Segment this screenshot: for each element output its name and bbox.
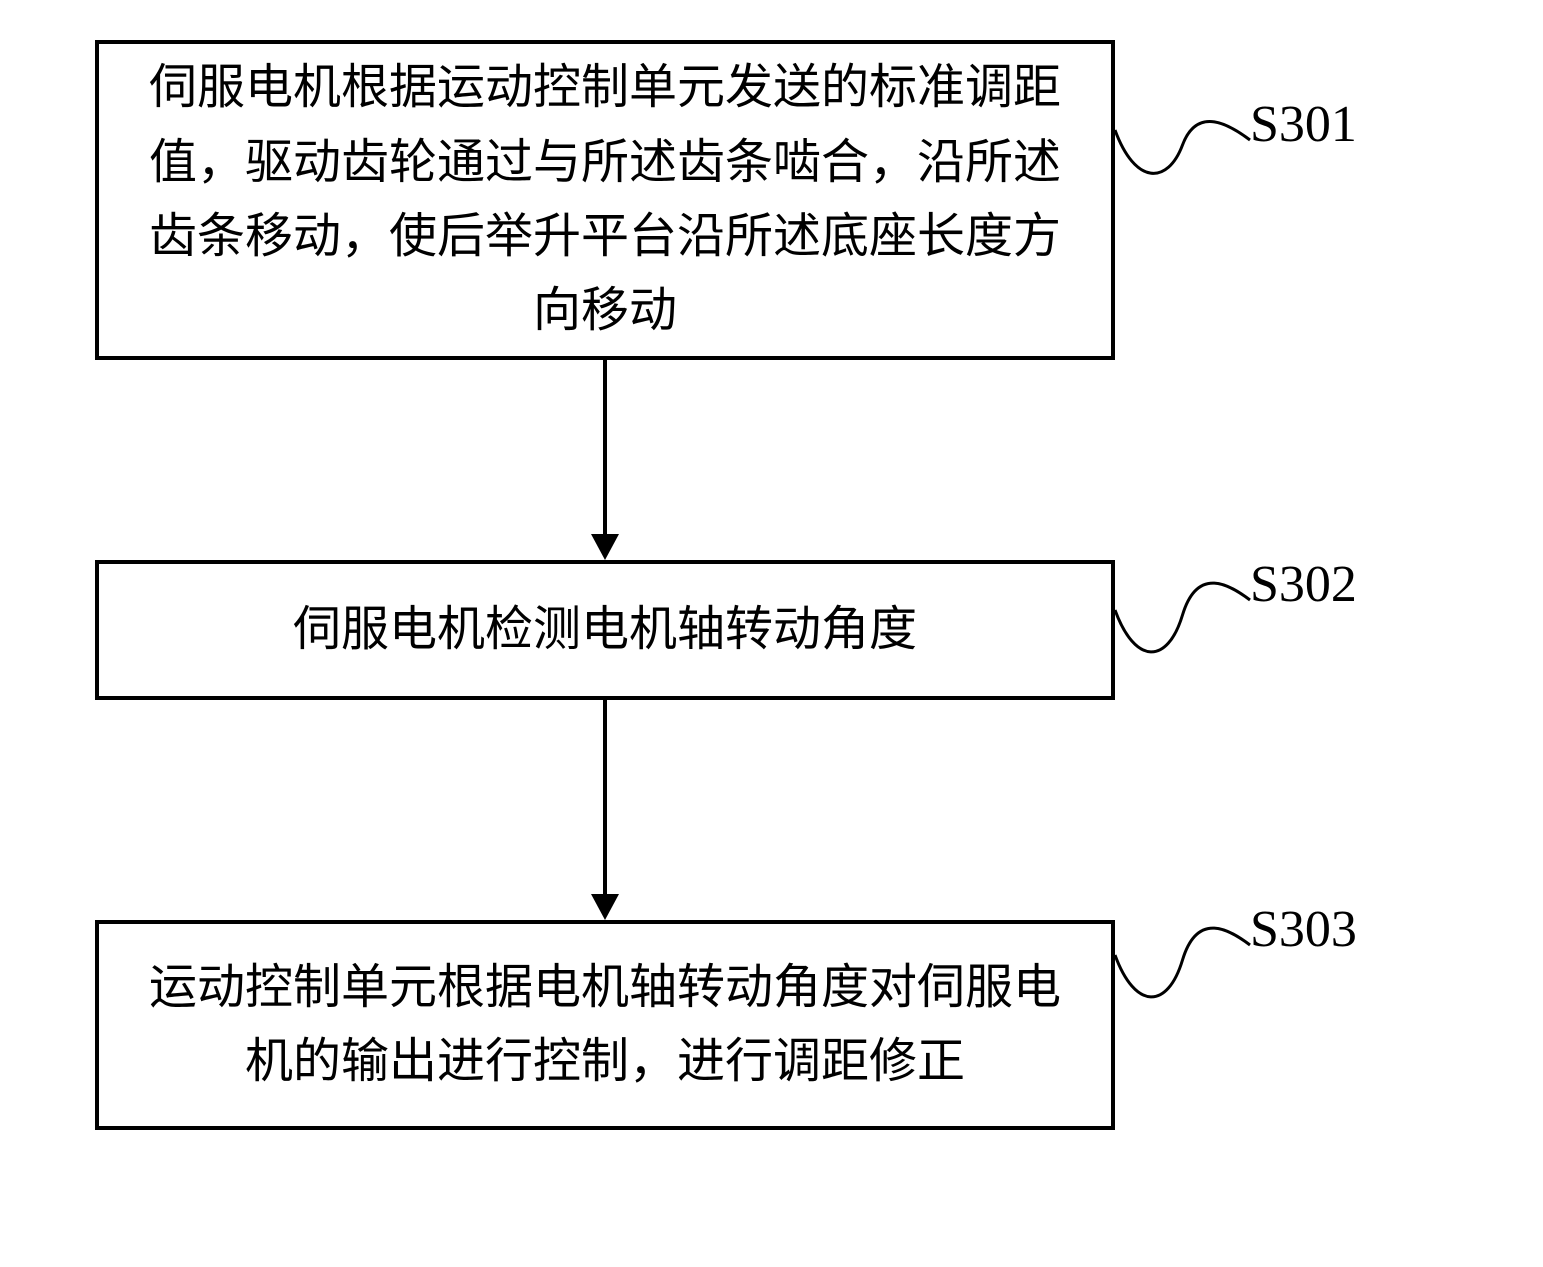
step-text-s302: 伺服电机检测电机轴转动角度 <box>293 593 917 667</box>
step-text-s301: 伺服电机根据运动控制单元发送的标准调距值，驱动齿轮通过与所述齿条啮合，沿所述齿条… <box>139 51 1071 349</box>
arrow-line-2 <box>603 700 607 894</box>
step-box-s302: 伺服电机检测电机轴转动角度 <box>95 560 1115 700</box>
step-label-s302: S302 <box>1250 555 1357 614</box>
label-connector-s301 <box>1110 60 1255 200</box>
label-connector-s302 <box>1110 520 1255 670</box>
arrow-line-1 <box>603 360 607 534</box>
arrow-head-2 <box>591 894 619 920</box>
label-connector-s303 <box>1110 865 1255 1015</box>
step-box-s303: 运动控制单元根据电机轴转动角度对伺服电机的输出进行控制，进行调距修正 <box>95 920 1115 1130</box>
step-label-s301: S301 <box>1250 95 1357 154</box>
step-label-s303: S303 <box>1250 900 1357 959</box>
flowchart-canvas: 伺服电机根据运动控制单元发送的标准调距值，驱动齿轮通过与所述齿条啮合，沿所述齿条… <box>0 0 1543 1267</box>
step-text-s303: 运动控制单元根据电机轴转动角度对伺服电机的输出进行控制，进行调距修正 <box>139 951 1071 1100</box>
arrow-head-1 <box>591 534 619 560</box>
step-box-s301: 伺服电机根据运动控制单元发送的标准调距值，驱动齿轮通过与所述齿条啮合，沿所述齿条… <box>95 40 1115 360</box>
